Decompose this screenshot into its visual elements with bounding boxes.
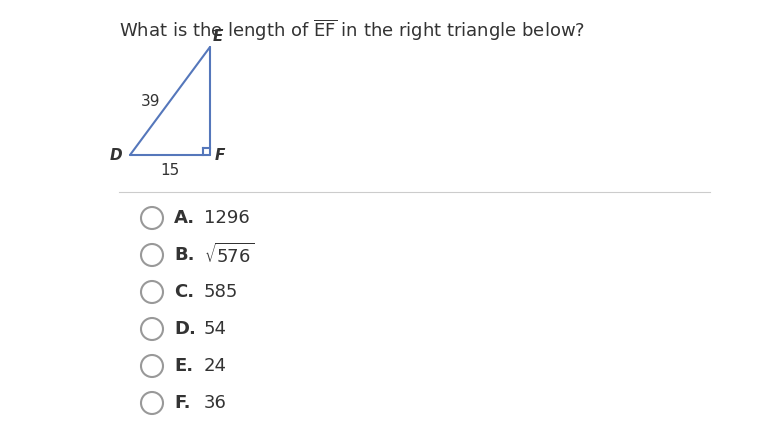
Text: What is the length of $\mathregular{\overline{EF}}$ in the right triangle below?: What is the length of $\mathregular{\ove…: [119, 18, 585, 43]
Text: C.: C.: [174, 283, 194, 301]
Text: D: D: [109, 148, 122, 163]
Text: 39: 39: [140, 93, 160, 109]
Text: 585: 585: [204, 283, 238, 301]
Text: 1296: 1296: [204, 209, 250, 227]
Text: E.: E.: [174, 357, 193, 375]
Text: F: F: [215, 148, 225, 163]
Text: $\sqrt{576}$: $\sqrt{576}$: [204, 243, 254, 267]
Text: A.: A.: [174, 209, 195, 227]
Text: B.: B.: [174, 246, 195, 264]
Text: D.: D.: [174, 320, 196, 338]
Text: 15: 15: [160, 163, 180, 178]
Text: 24: 24: [204, 357, 227, 375]
Text: 54: 54: [204, 320, 227, 338]
Text: F.: F.: [174, 394, 191, 412]
Text: 36: 36: [204, 394, 227, 412]
Text: E: E: [213, 29, 224, 44]
